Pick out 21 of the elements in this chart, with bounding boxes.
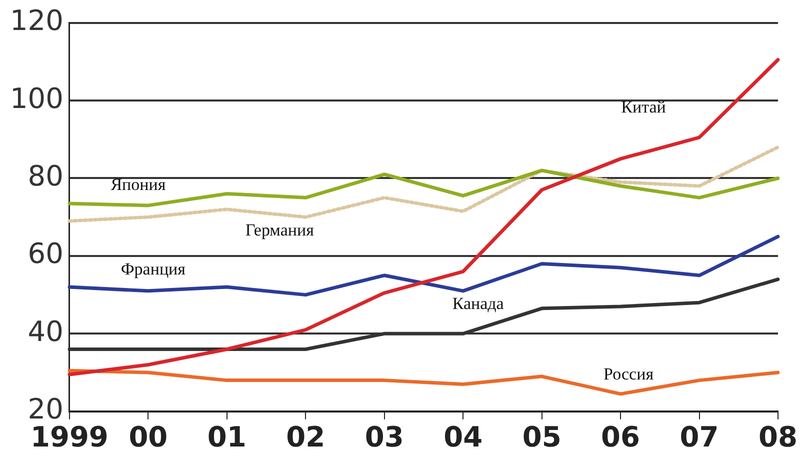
x-tick-label: 01 [207, 420, 246, 454]
y-tick-label: 40 [28, 314, 64, 348]
line-series [68, 145, 780, 223]
series-label: Франция [120, 259, 186, 278]
x-tick-label: 05 [522, 420, 562, 454]
series-label: Китай [621, 97, 666, 116]
x-tick-label: 00 [128, 420, 168, 454]
y-tick-label: 80 [28, 160, 64, 193]
x-tick-label: 02 [286, 420, 326, 454]
y-tick-label: 60 [28, 237, 64, 270]
x-tick-label: 03 [364, 420, 404, 454]
x-tick-label: 07 [680, 420, 719, 454]
x-tick-label: 04 [444, 420, 483, 454]
y-tick-label: 100 [10, 82, 64, 115]
series-label: Россия [604, 364, 654, 384]
series-label: Япония [110, 174, 166, 194]
series-label: Германия [245, 220, 314, 240]
x-tick-label: 08 [758, 420, 798, 454]
series-label: Канада [452, 294, 504, 314]
y-tick-label: 120 [10, 4, 64, 38]
x-tick-label: 06 [601, 420, 640, 454]
